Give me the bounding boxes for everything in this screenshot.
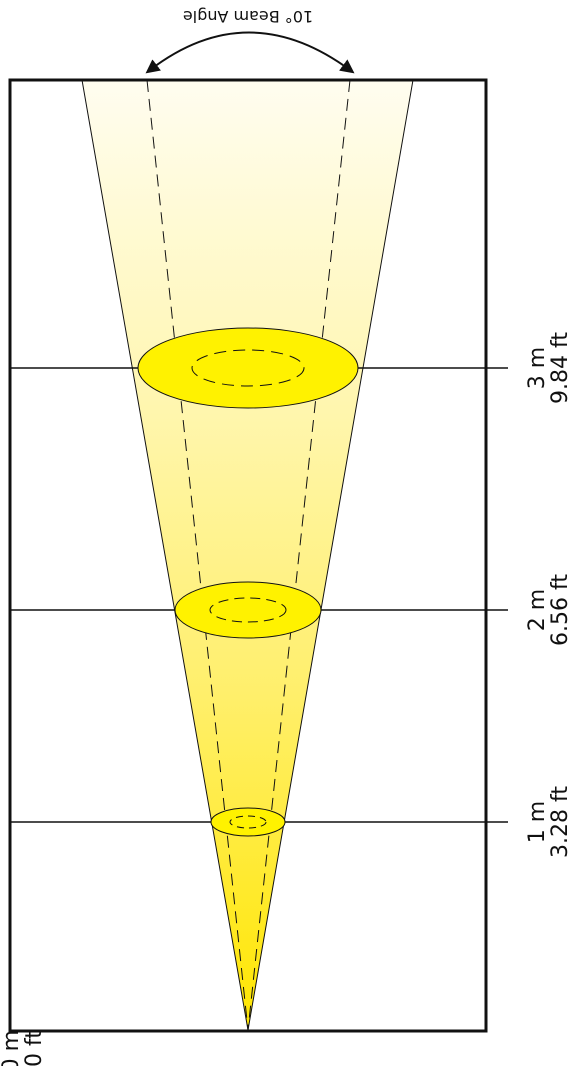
- distance-1m-meters: 1 m: [525, 801, 550, 843]
- distance-0m-meters: 0 m: [0, 1030, 24, 1066]
- distance-1m-feet: 3.28 ft: [548, 786, 571, 858]
- beam-cone: [81, 79, 414, 1031]
- spot-1m-inner: [229, 815, 267, 829]
- spot-3m-inner: [191, 349, 305, 387]
- distance-3m-feet: 9.84 ft: [548, 332, 571, 404]
- inner-cone-left-dashed: [146, 79, 249, 1031]
- distance-2m-meters: 2 m: [525, 589, 550, 631]
- beam-angle-label: 10° Beam Angle: [183, 7, 313, 26]
- distance-0m-feet: 0 ft: [22, 1030, 47, 1066]
- distance-label-0m: 0 m 0 ft: [0, 1030, 47, 1071]
- spot-2m-inner: [209, 597, 287, 623]
- spot-3m: [137, 327, 359, 409]
- beam-angle-arrow: [145, 31, 355, 74]
- inner-cone-right-dashed: [247, 79, 351, 1031]
- distance-2m-feet: 6.56 ft: [548, 574, 571, 646]
- distance-label-2m: 2 m 6.56 ft: [525, 574, 571, 646]
- diagram-frame: [8, 78, 488, 1033]
- distance-label-1m: 1 m 3.28 ft: [525, 786, 571, 858]
- spot-2m: [174, 581, 322, 639]
- distance-label-3m: 3 m 9.84 ft: [525, 332, 571, 404]
- distance-3m-meters: 3 m: [525, 347, 550, 389]
- spot-1m: [210, 807, 286, 837]
